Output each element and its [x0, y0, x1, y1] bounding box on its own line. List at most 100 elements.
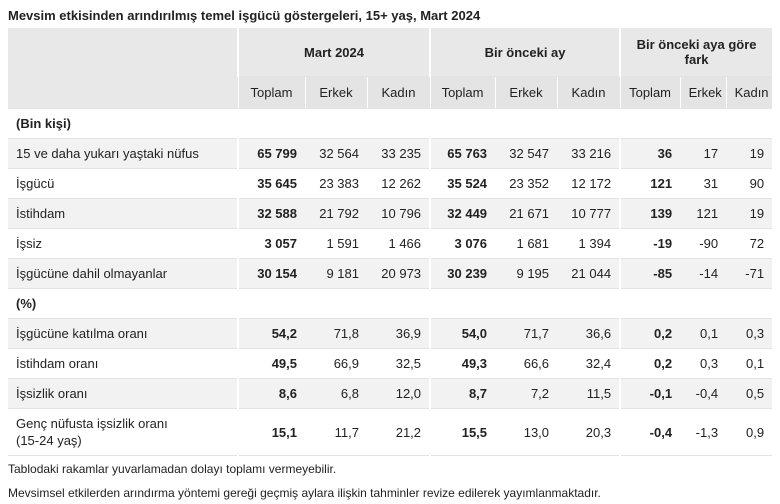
cell-value: 32,4: [557, 348, 621, 379]
data-row: 15 ve daha yukarı yaştaki nüfus 65 799 32 …: [8, 138, 773, 169]
column-header: Toplam: [429, 76, 496, 109]
cell-value: 1 394: [557, 228, 621, 259]
cell-value: 17: [680, 138, 727, 169]
cell-value: 121: [680, 198, 727, 229]
row-label: 15 ve daha yukarı yaştaki nüfus: [8, 138, 238, 169]
cell-value: 12,0: [367, 378, 431, 409]
column-header: Erkek: [679, 76, 727, 109]
cell-value: 19: [726, 198, 773, 229]
cell-value: 54,2: [237, 318, 305, 349]
cell-value: 139: [619, 198, 681, 229]
row-label: Genç nüfusta işsizlik oranı (15-24 yaş): [8, 408, 238, 456]
cell-value: 13,0: [495, 408, 558, 456]
cell-value: 0,2: [619, 318, 681, 349]
cell-value: 9 195: [495, 258, 558, 289]
cell-value: 23 352: [495, 168, 558, 199]
cell-value: 10 796: [367, 198, 431, 229]
cell-value: -0,4: [619, 408, 681, 456]
footnote: Mevsimsel etkilerden arındırma yöntemi g…: [8, 486, 601, 500]
data-row: İşgücüne dahil olmayanlar 30 154 9 181 20 9…: [8, 258, 773, 289]
data-row: İşgücüne katılma oranı 54,2 71,8 36,9 54,0 71…: [8, 318, 773, 349]
data-row: İşsiz 3 057 1 591 1 466 3 076 1 681 1 394 -19 -9…: [8, 228, 773, 259]
column-header: Erkek: [304, 76, 367, 109]
cell-value: 36,6: [557, 318, 621, 349]
cell-value: 49,3: [429, 348, 496, 379]
cell-value: 0,2: [619, 348, 681, 379]
cell-value: 10 777: [557, 198, 621, 229]
cell-value: 21 044: [557, 258, 621, 289]
cell-value: -14: [680, 258, 727, 289]
cell-value: 20 973: [367, 258, 431, 289]
cell-value: 36: [619, 138, 681, 169]
section-label: (%): [8, 288, 773, 319]
cell-value: 30 239: [429, 258, 496, 289]
cell-value: 15,5: [429, 408, 496, 456]
cell-value: 35 645: [237, 168, 305, 199]
cell-value: 71,7: [495, 318, 558, 349]
cell-value: 8,6: [237, 378, 305, 409]
cell-value: -0,1: [619, 378, 681, 409]
corner-cell: [8, 28, 238, 109]
data-row: İşsizlik oranı 8,6 6,8 12,0 8,7 7,2 11,5 -0,1 -0…: [8, 378, 773, 409]
column-header: Toplam: [619, 76, 681, 109]
cell-value: 8,7: [429, 378, 496, 409]
cell-value: 32 588: [237, 198, 305, 229]
column-header: Kadın: [366, 76, 431, 109]
cell-value: 0,1: [726, 348, 773, 379]
group-header: Mart 2024: [236, 28, 431, 77]
cell-value: 11,7: [305, 408, 367, 456]
column-header: Kadın: [725, 76, 773, 109]
cell-value: 1 591: [305, 228, 367, 259]
cell-value: 71,8: [305, 318, 367, 349]
cell-value: 12 262: [367, 168, 431, 199]
cell-value: 90: [726, 168, 773, 199]
column-header: Erkek: [494, 76, 558, 109]
column-header: Kadın: [556, 76, 621, 109]
group-header: Bir önceki aya göre fark: [619, 28, 773, 77]
cell-value: -85: [619, 258, 681, 289]
cell-value: 66,9: [305, 348, 367, 379]
cell-value: 11,5: [557, 378, 621, 409]
cell-value: 121: [619, 168, 681, 199]
section-row: (Bin kişi): [8, 108, 773, 139]
cell-value: 20,3: [557, 408, 621, 456]
subheader-row: Toplam Erkek Kadın Toplam Erkek Kadın Toplam Er…: [8, 76, 773, 109]
row-label: İşsizlik oranı: [8, 378, 238, 409]
table-head: Mart 2024 Bir önceki ay Bir önceki aya gör…: [8, 28, 773, 109]
cell-value: 32 449: [429, 198, 496, 229]
data-row: Genç nüfusta işsizlik oranı (15-24 yaş) 1…: [8, 408, 773, 456]
cell-value: 21,2: [367, 408, 431, 456]
cell-value: 32 547: [495, 138, 558, 169]
section-row: (%): [8, 288, 773, 319]
cell-value: 36,9: [367, 318, 431, 349]
cell-value: 0,3: [680, 348, 727, 379]
cell-value: 49,5: [237, 348, 305, 379]
cell-value: 19: [726, 138, 773, 169]
cell-value: 0,9: [726, 408, 773, 456]
group-header-row: Mart 2024 Bir önceki ay Bir önceki aya gör…: [8, 28, 773, 109]
cell-value: 3 057: [237, 228, 305, 259]
cell-value: -0,4: [680, 378, 727, 409]
cell-value: 65 799: [237, 138, 305, 169]
cell-value: 23 383: [305, 168, 367, 199]
cell-value: 0,3: [726, 318, 773, 349]
cell-value: 32,5: [367, 348, 431, 379]
cell-value: -1,3: [680, 408, 727, 456]
table-title: Mevsim etkisinden arındırılmış temel işg…: [8, 8, 481, 23]
data-row: İstihdam oranı 49,5 66,9 32,5 49,3 66,6 32,4 0,…: [8, 348, 773, 379]
cell-value: 65 763: [429, 138, 496, 169]
row-label: İşgücüne katılma oranı: [8, 318, 238, 349]
cell-value: 15,1: [237, 408, 305, 456]
cell-value: 33 216: [557, 138, 621, 169]
cell-value: 0,5: [726, 378, 773, 409]
cell-value: 66,6: [495, 348, 558, 379]
cell-value: -71: [726, 258, 773, 289]
cell-value: 21 792: [305, 198, 367, 229]
cell-value: 35 524: [429, 168, 496, 199]
cell-value: 33 235: [367, 138, 431, 169]
indicator-table: Mart 2024 Bir önceki ay Bir önceki aya gör…: [8, 28, 773, 456]
cell-value: 9 181: [305, 258, 367, 289]
column-header: Toplam: [237, 76, 305, 109]
cell-value: 12 172: [557, 168, 621, 199]
cell-value: -19: [619, 228, 681, 259]
